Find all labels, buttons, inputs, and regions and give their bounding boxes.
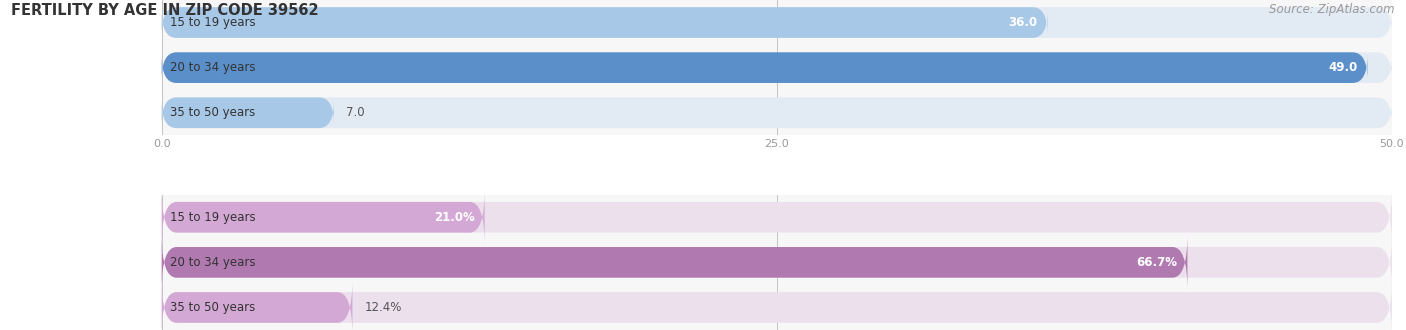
- Text: 20 to 34 years: 20 to 34 years: [170, 256, 256, 269]
- Text: FERTILITY BY AGE IN ZIP CODE 39562: FERTILITY BY AGE IN ZIP CODE 39562: [11, 3, 319, 18]
- FancyBboxPatch shape: [162, 97, 335, 128]
- FancyBboxPatch shape: [162, 234, 1392, 290]
- Text: 35 to 50 years: 35 to 50 years: [170, 106, 256, 119]
- Text: 12.4%: 12.4%: [364, 301, 402, 314]
- FancyBboxPatch shape: [162, 7, 1047, 38]
- Text: 7.0: 7.0: [346, 106, 364, 119]
- Text: Source: ZipAtlas.com: Source: ZipAtlas.com: [1270, 3, 1395, 16]
- Text: 36.0: 36.0: [1008, 16, 1038, 29]
- FancyBboxPatch shape: [162, 52, 1392, 83]
- Text: 15 to 19 years: 15 to 19 years: [170, 211, 256, 224]
- FancyBboxPatch shape: [162, 97, 1392, 128]
- FancyBboxPatch shape: [162, 280, 1392, 330]
- Text: 66.7%: 66.7%: [1136, 256, 1178, 269]
- FancyBboxPatch shape: [162, 7, 1392, 38]
- FancyBboxPatch shape: [162, 280, 353, 330]
- Text: 35 to 50 years: 35 to 50 years: [170, 301, 256, 314]
- FancyBboxPatch shape: [162, 189, 485, 245]
- Text: 15 to 19 years: 15 to 19 years: [170, 16, 256, 29]
- Text: 20 to 34 years: 20 to 34 years: [170, 61, 256, 74]
- FancyBboxPatch shape: [162, 52, 1367, 83]
- FancyBboxPatch shape: [162, 234, 1188, 290]
- Text: 21.0%: 21.0%: [434, 211, 475, 224]
- Text: 49.0: 49.0: [1329, 61, 1358, 74]
- FancyBboxPatch shape: [162, 189, 1392, 245]
